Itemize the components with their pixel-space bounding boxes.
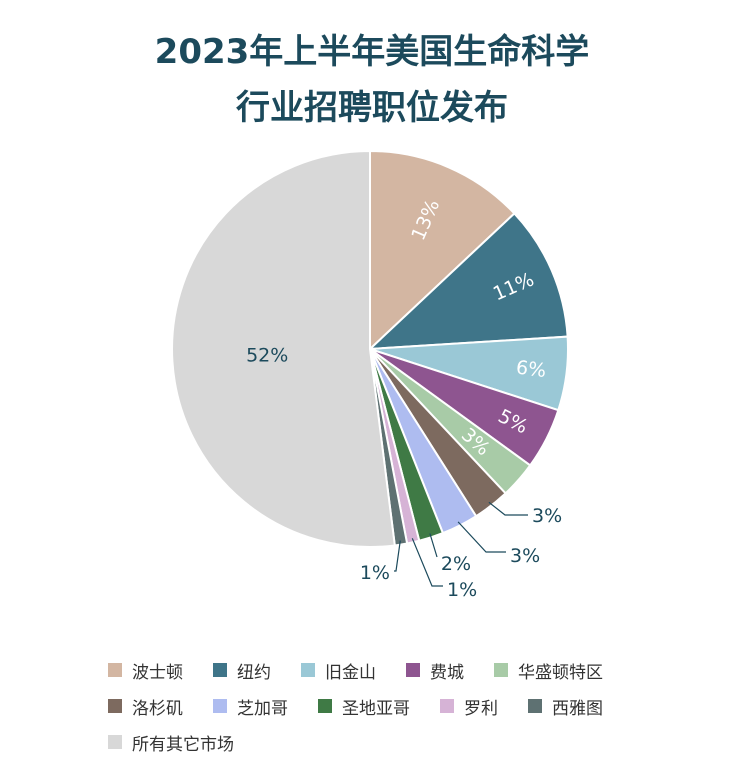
legend-item-10: 所有其它市场	[108, 730, 234, 755]
slice-label-5: 3%	[532, 505, 562, 527]
slice-label-8: 1%	[447, 579, 477, 601]
slice-label-6: 3%	[510, 545, 540, 567]
legend-item-5: 洛杉矶	[108, 694, 183, 719]
legend-label-7: 圣地亚哥	[342, 698, 410, 719]
legend-item-0: 波士顿	[108, 658, 183, 683]
legend-swatch-8	[440, 699, 454, 713]
slice-label-2: 6%	[515, 356, 548, 382]
chart-title: 2023年上半年美国生命科学 行业招聘职位发布	[0, 24, 744, 136]
pie-slice-0	[369, 149, 516, 352]
leader-line-8	[411, 538, 443, 587]
legend-label-4: 华盛顿特区	[518, 662, 603, 683]
legend-swatch-10	[108, 735, 122, 749]
legend-swatch-5	[108, 699, 122, 713]
legend-swatch-1	[213, 663, 227, 677]
chart-title-line-2: 行业招聘职位发布	[236, 88, 508, 128]
legend-swatch-3	[406, 663, 420, 677]
leader-line-6	[457, 521, 506, 553]
legend-row-2: 所有其它市场	[108, 724, 708, 760]
legend-swatch-9	[528, 699, 542, 713]
legend-item-2: 旧金山	[301, 658, 376, 683]
legend-item-1: 纽约	[213, 658, 271, 683]
legend-label-8: 罗利	[464, 698, 498, 719]
legend-label-6: 芝加哥	[237, 698, 288, 719]
legend-label-3: 费城	[430, 662, 464, 683]
legend-item-6: 芝加哥	[213, 694, 288, 719]
slice-label-9: 1%	[360, 562, 390, 584]
legend-label-10: 所有其它市场	[132, 734, 234, 755]
pie-slice-1	[367, 212, 569, 351]
chart-legend: 波士顿 纽约 旧金山 费城 华盛顿特区洛杉矶 芝加哥 圣地亚哥 罗利 西雅图所有其它市场	[108, 652, 708, 760]
legend-row-0: 波士顿 纽约 旧金山 费城 华盛顿特区	[108, 652, 708, 688]
legend-item-7: 圣地亚哥	[318, 694, 410, 719]
legend-swatch-4	[494, 663, 508, 677]
pie-slice-10	[171, 149, 396, 548]
slice-label-7: 2%	[441, 553, 471, 575]
legend-item-3: 费城	[406, 658, 464, 683]
legend-label-5: 洛杉矶	[132, 698, 183, 719]
leader-line-9	[394, 540, 401, 572]
legend-swatch-7	[318, 699, 332, 713]
legend-swatch-0	[108, 663, 122, 677]
chart-title-line-1: 2023年上半年美国生命科学	[154, 32, 590, 72]
legend-label-1: 纽约	[237, 662, 271, 683]
legend-label-9: 西雅图	[552, 698, 603, 719]
legend-label-2: 旧金山	[325, 662, 376, 683]
legend-label-0: 波士顿	[132, 662, 183, 683]
legend-swatch-2	[301, 663, 315, 677]
leader-line-5	[488, 501, 528, 516]
legend-item-9: 西雅图	[528, 694, 603, 719]
legend-item-4: 华盛顿特区	[494, 658, 603, 683]
slice-label-10: 52%	[246, 345, 288, 367]
legend-item-8: 罗利	[440, 694, 498, 719]
leader-line-7	[429, 533, 438, 558]
legend-swatch-6	[213, 699, 227, 713]
legend-row-1: 洛杉矶 芝加哥 圣地亚哥 罗利 西雅图	[108, 688, 708, 724]
